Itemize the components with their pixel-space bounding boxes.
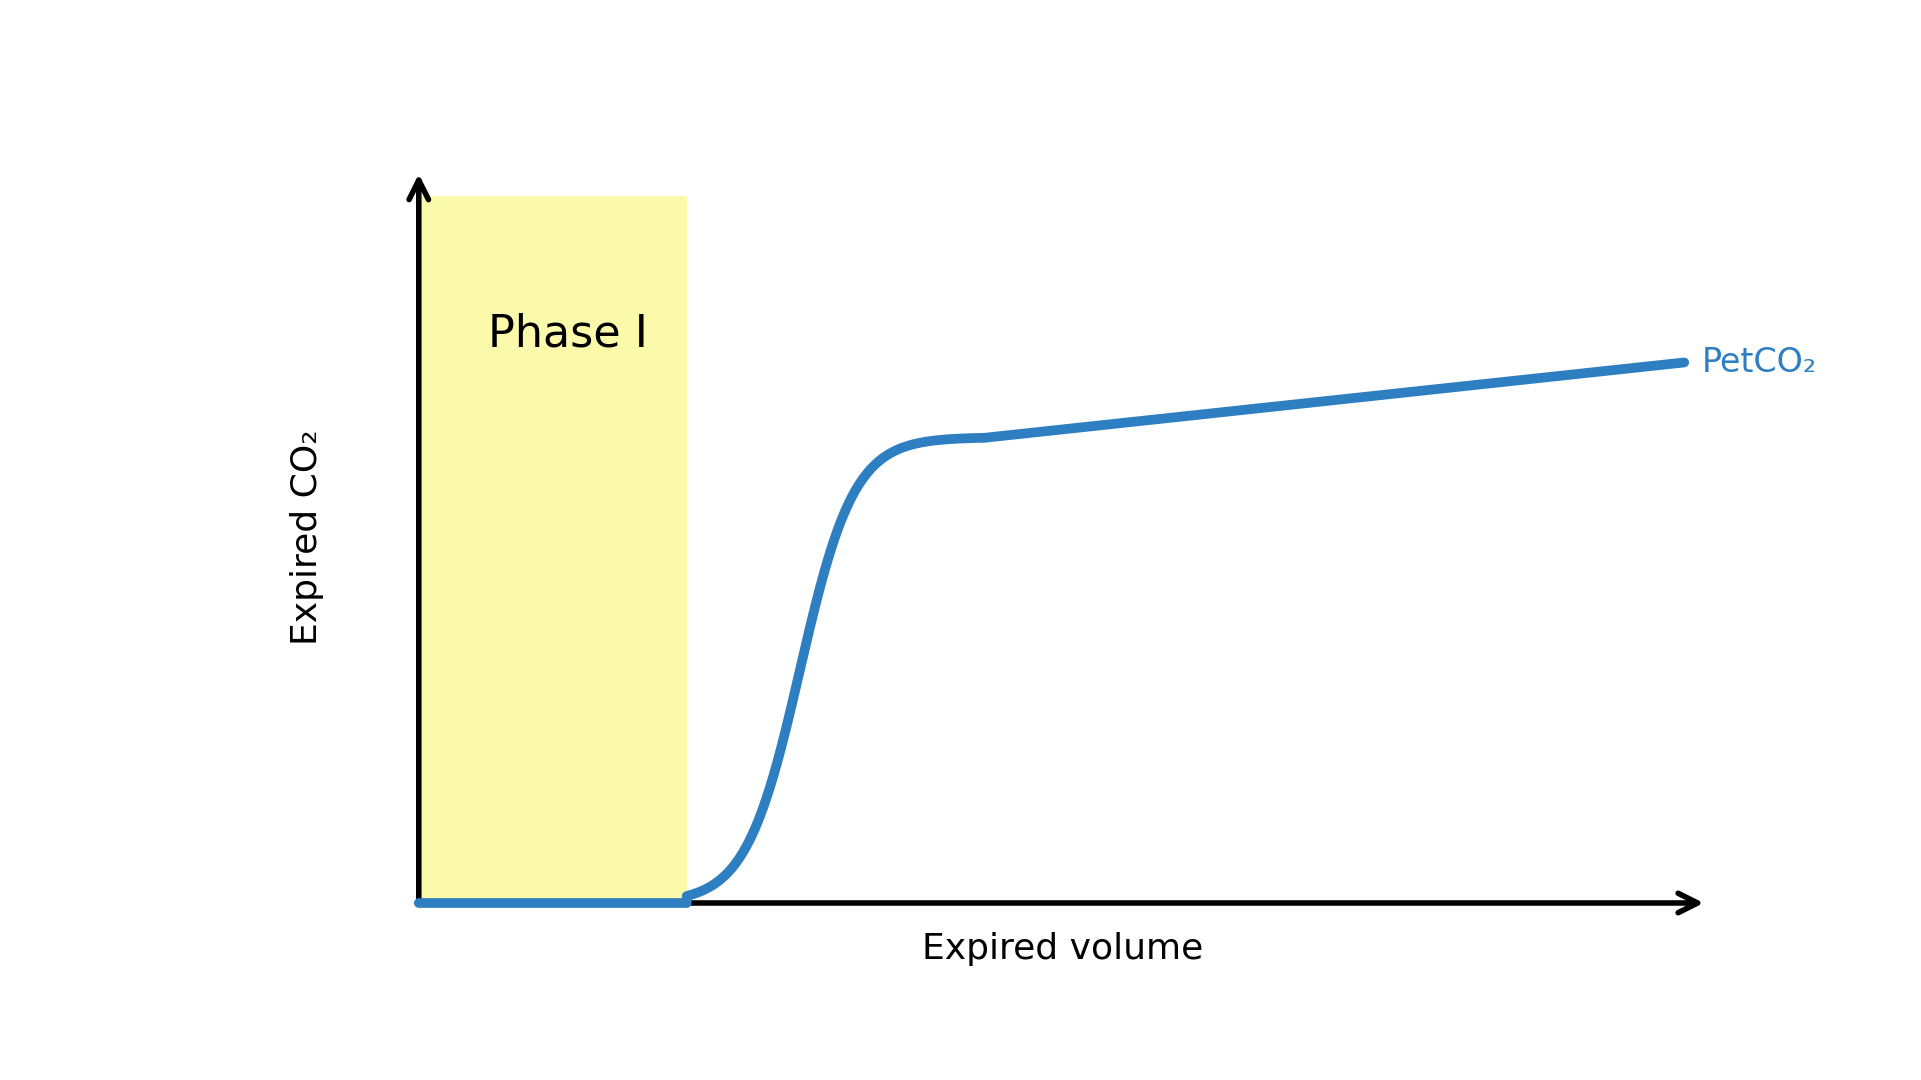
Text: Expired volume: Expired volume [922,932,1203,966]
Bar [419,197,688,903]
Text: Expired CO₂: Expired CO₂ [290,429,325,645]
Text: PetCO₂: PetCO₂ [1702,346,1817,379]
Text: Phase I: Phase I [488,312,647,355]
